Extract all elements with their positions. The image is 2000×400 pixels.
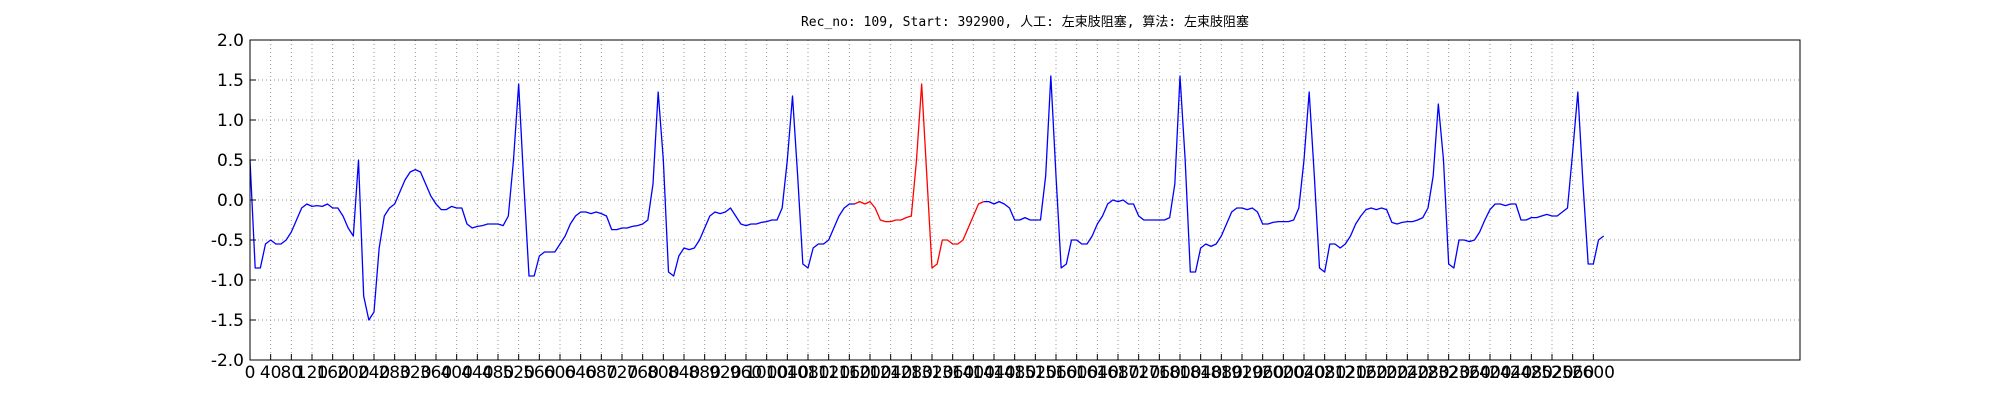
grid-layer (249, 39, 1800, 361)
x-tick-label: 1760 (1138, 363, 1181, 383)
y-tick-label: -2.0 (211, 351, 244, 371)
y-tick-label: 2.0 (217, 31, 244, 51)
x-tick-label: 1000 (745, 363, 788, 383)
x-tick-label: 1280 (890, 363, 933, 383)
y-tick-label: -1.5 (211, 311, 244, 331)
x-tick-label: 1120 (807, 363, 850, 383)
ecg-line (249, 75, 1605, 321)
x-tick-label: 2560 (1551, 363, 1594, 383)
ecg-line (854, 83, 984, 269)
x-tick-label: 760 (626, 363, 658, 383)
x-tick-label: 1720 (1117, 363, 1160, 383)
y-tick-label: 0.5 (217, 151, 244, 171)
x-tick-label: 2480 (1510, 363, 1553, 383)
x-tick-label: 1320 (910, 363, 953, 383)
x-tick-label: 2600 (1572, 363, 1615, 383)
x-tick-label: 320 (399, 363, 431, 383)
x-tick-label: 1240 (869, 363, 912, 383)
x-tick-label: 1840 (1179, 363, 1222, 383)
x-tick-label: 1160 (828, 363, 871, 383)
x-tick-label: 1040 (766, 363, 809, 383)
x-tick-label: 720 (606, 363, 638, 383)
y-tick-label: -1.0 (211, 271, 244, 291)
x-tick-label: 360 (420, 363, 452, 383)
x-tick-label: 1880 (1200, 363, 1243, 383)
x-tick-label: 2160 (1344, 363, 1387, 383)
x-tick-label: 680 (585, 363, 617, 383)
x-tick-label: 840 (668, 363, 700, 383)
x-tick-label: 80 (281, 363, 303, 383)
y-tick-label: 0.0 (217, 191, 244, 211)
x-tick-label: 920 (709, 363, 741, 383)
x-tick-label: 1200 (848, 363, 891, 383)
y-tick-label: 1.0 (217, 111, 244, 131)
x-tick-label: 200 (337, 363, 369, 383)
x-tick-label: 1400 (952, 363, 995, 383)
x-tick-label: 280 (378, 363, 410, 383)
x-tick-label: 40 (260, 363, 282, 383)
x-tick-label: 800 (647, 363, 679, 383)
x-tick-label: 520 (502, 363, 534, 383)
y-tick-label: -0.5 (211, 231, 244, 251)
x-tick-label: 2040 (1282, 363, 1325, 383)
x-tick-label: 1640 (1076, 363, 1119, 383)
x-tick-label: 2120 (1324, 363, 1367, 383)
x-tick-label: 1600 (1055, 363, 1098, 383)
x-tick-label: 2080 (1303, 363, 1346, 383)
x-tick-label: 1440 (972, 363, 1015, 383)
tick-layer: -2.0-1.5-1.0-0.50.00.51.01.52.00 40 801201… (211, 31, 1615, 383)
x-tick-label: 2520 (1530, 363, 1573, 383)
x-tick-label: 640 (564, 363, 596, 383)
x-tick-label: 1480 (993, 363, 1036, 383)
x-tick-label: 240 (358, 363, 390, 383)
x-tick-label: 2000 (1262, 363, 1305, 383)
x-tick-label: 120 (296, 363, 328, 383)
x-tick-label: 2320 (1427, 363, 1470, 383)
x-tick-label: 1960 (1241, 363, 1284, 383)
x-tick-label: 1080 (786, 363, 829, 383)
x-tick-label: 160 (316, 363, 348, 383)
x-tick-label: 1360 (931, 363, 974, 383)
x-tick-label: 880 (688, 363, 720, 383)
chart-title: Rec_no: 109, Start: 392900, 人工: 左束肢阻塞, 算… (801, 14, 1249, 30)
x-tick-label: 1800 (1158, 363, 1201, 383)
x-tick-label: 2200 (1365, 363, 1408, 383)
x-tick-label: 1680 (1096, 363, 1139, 383)
line-layer (249, 75, 1605, 321)
x-tick-label: 560 (523, 363, 555, 383)
x-tick-label: 0 (245, 363, 256, 383)
x-tick-label: 480 (482, 363, 514, 383)
x-tick-label: 960 (730, 363, 762, 383)
x-tick-label: 2440 (1489, 363, 1532, 383)
x-tick-label: 440 (461, 363, 493, 383)
x-tick-label: 2360 (1448, 363, 1491, 383)
x-tick-label: 600 (544, 363, 576, 383)
x-tick-label: 400 (440, 363, 472, 383)
x-tick-label: 2400 (1468, 363, 1511, 383)
y-tick-label: 1.5 (217, 71, 244, 91)
x-tick-label: 1560 (1034, 363, 1077, 383)
x-tick-label: 2280 (1406, 363, 1449, 383)
x-tick-label: 1520 (1014, 363, 1057, 383)
x-tick-label: 2240 (1386, 363, 1429, 383)
x-tick-label: 1920 (1220, 363, 1263, 383)
